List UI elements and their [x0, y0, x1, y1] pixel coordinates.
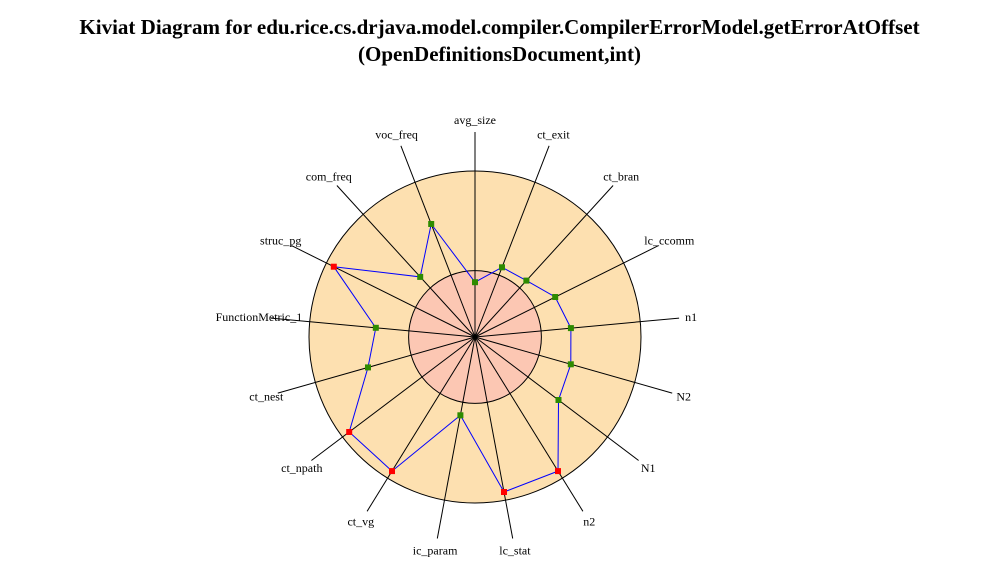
axis-lc-stat [474, 336, 514, 539]
axis-ct-exit [474, 145, 550, 338]
point-avg-size [472, 279, 478, 286]
chart-title-line-1: Kiviat Diagram for edu.rice.cs.drjava.mo… [79, 15, 920, 39]
axis-label-ct-npath: ct_npath [281, 461, 322, 475]
axis-struc-pg [291, 245, 476, 338]
point-ct-nest [365, 364, 371, 371]
axis-ic-param [436, 336, 476, 539]
axis-label-n1: n1 [685, 310, 697, 324]
point-n1 [555, 397, 562, 403]
axis-label-struc-pg: struc_pg [260, 233, 301, 247]
axis-label-avg-size: avg_size [454, 113, 496, 127]
point-ct-vg [389, 468, 395, 475]
axis-label-functionmetric-1: FunctionMetric_1 [216, 310, 303, 324]
point-voc-freq [428, 221, 435, 227]
point-ct-npath [346, 429, 353, 435]
axis-voc-freq [400, 145, 476, 338]
point-functionmetric-1 [372, 324, 379, 331]
axis-label-ic-param: ic_param [413, 543, 458, 557]
point-com-freq [417, 273, 424, 280]
axis-label-com-freq: com_freq [306, 170, 352, 184]
point-ic-param [457, 412, 464, 419]
axis-n2 [474, 336, 584, 512]
chart-title-line-2: (OpenDefinitionsDocument,int) [358, 42, 641, 66]
axis-label-ct-exit: ct_exit [537, 128, 570, 142]
axis-label-ct-bran: ct_bran [603, 170, 639, 184]
axis-label-n2: N2 [676, 389, 691, 403]
point-lc-ccomm [552, 294, 559, 300]
axis-label-n1: N1 [641, 461, 656, 475]
axis-label-lc-stat: lc_stat [499, 543, 531, 557]
axis-label-ct-nest: ct_nest [249, 389, 284, 403]
point-struc-pg [330, 263, 337, 270]
points-group [330, 221, 574, 495]
axis-com-freq [336, 185, 476, 338]
axis-ct-bran [474, 185, 614, 338]
point-n2 [567, 361, 574, 368]
axis-label-n2: n2 [583, 515, 595, 529]
point-n1 [567, 325, 574, 332]
point-n2 [555, 468, 561, 475]
chart-title: Kiviat Diagram for edu.rice.cs.drjava.mo… [0, 14, 999, 68]
axis-lc-ccomm [474, 245, 659, 338]
point-ct-bran [523, 277, 530, 284]
axis-ct-npath [311, 336, 476, 461]
axis-n1 [474, 317, 680, 338]
axis-label-ct-vg: ct_vg [347, 515, 374, 529]
point-lc-stat [501, 489, 507, 495]
axis-label-lc-ccomm: lc_ccomm [644, 233, 695, 247]
axis-ct-nest [277, 336, 476, 394]
point-ct-exit [499, 264, 505, 271]
labels-group: avg_size ct_exit ct_bran lc_ccomm n1 N2 N1 n2 lc… [216, 113, 698, 557]
value-polygon [332, 222, 572, 493]
axis-ct-vg [366, 336, 476, 512]
axis-label-voc-freq: voc_freq [375, 128, 418, 142]
